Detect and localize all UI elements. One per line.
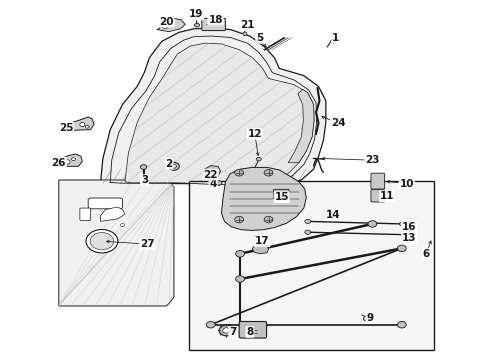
Ellipse shape [305, 219, 311, 224]
Ellipse shape [195, 23, 199, 27]
Polygon shape [157, 18, 185, 32]
Ellipse shape [235, 170, 244, 176]
Ellipse shape [86, 230, 118, 253]
Text: 13: 13 [402, 233, 416, 243]
FancyBboxPatch shape [273, 189, 289, 199]
Ellipse shape [264, 216, 273, 223]
FancyBboxPatch shape [239, 321, 267, 338]
Text: 22: 22 [203, 170, 218, 180]
Text: 3: 3 [141, 175, 148, 185]
Ellipse shape [206, 321, 215, 328]
Ellipse shape [236, 276, 245, 282]
Text: 19: 19 [189, 9, 203, 19]
Polygon shape [125, 43, 314, 184]
Text: 12: 12 [247, 129, 262, 139]
Text: 14: 14 [326, 210, 341, 220]
Ellipse shape [399, 222, 404, 226]
Text: 15: 15 [274, 192, 289, 202]
Text: 2: 2 [166, 159, 172, 169]
Text: 4: 4 [209, 179, 217, 189]
Text: 26: 26 [51, 158, 66, 168]
Polygon shape [221, 167, 306, 230]
Ellipse shape [162, 23, 169, 28]
Ellipse shape [264, 170, 273, 176]
Ellipse shape [397, 321, 406, 328]
Ellipse shape [172, 165, 176, 168]
Text: 16: 16 [402, 222, 416, 232]
Text: 20: 20 [159, 17, 174, 27]
FancyBboxPatch shape [371, 190, 385, 202]
Bar [189, 181, 434, 350]
Ellipse shape [236, 251, 245, 257]
FancyBboxPatch shape [371, 173, 385, 189]
Text: 1: 1 [332, 33, 339, 43]
Ellipse shape [85, 125, 89, 128]
Text: 25: 25 [59, 123, 74, 133]
Ellipse shape [140, 165, 147, 169]
Ellipse shape [90, 233, 114, 250]
Polygon shape [73, 117, 94, 130]
Polygon shape [252, 244, 269, 254]
Ellipse shape [219, 325, 234, 336]
Ellipse shape [368, 221, 377, 227]
Text: 21: 21 [240, 20, 255, 30]
Text: 8: 8 [246, 327, 253, 337]
FancyBboxPatch shape [202, 18, 225, 31]
Text: 7: 7 [229, 327, 237, 337]
Ellipse shape [326, 210, 333, 215]
Text: 17: 17 [255, 236, 270, 246]
Polygon shape [58, 154, 82, 166]
Text: 5: 5 [256, 33, 263, 43]
Ellipse shape [222, 328, 230, 333]
Text: 10: 10 [399, 179, 414, 189]
Ellipse shape [235, 216, 244, 223]
Polygon shape [203, 166, 220, 176]
FancyBboxPatch shape [88, 198, 122, 209]
Ellipse shape [305, 230, 311, 234]
Ellipse shape [243, 32, 247, 36]
Polygon shape [100, 207, 125, 221]
Ellipse shape [256, 157, 261, 161]
Ellipse shape [65, 160, 70, 164]
Polygon shape [59, 180, 174, 306]
Ellipse shape [216, 181, 222, 185]
Ellipse shape [169, 162, 179, 170]
FancyBboxPatch shape [80, 208, 91, 220]
Ellipse shape [404, 233, 409, 237]
Ellipse shape [72, 158, 75, 161]
Ellipse shape [121, 224, 124, 226]
Ellipse shape [364, 316, 371, 321]
Text: 27: 27 [140, 239, 154, 249]
Text: 24: 24 [331, 118, 345, 128]
Text: 6: 6 [423, 249, 430, 259]
Text: 11: 11 [380, 191, 394, 201]
Ellipse shape [332, 34, 337, 38]
Polygon shape [100, 28, 326, 186]
Ellipse shape [397, 245, 406, 252]
Bar [189, 181, 434, 350]
Ellipse shape [80, 122, 85, 127]
Text: 9: 9 [367, 312, 373, 323]
Text: 18: 18 [208, 15, 223, 25]
Polygon shape [288, 89, 314, 163]
Text: 23: 23 [365, 155, 380, 165]
